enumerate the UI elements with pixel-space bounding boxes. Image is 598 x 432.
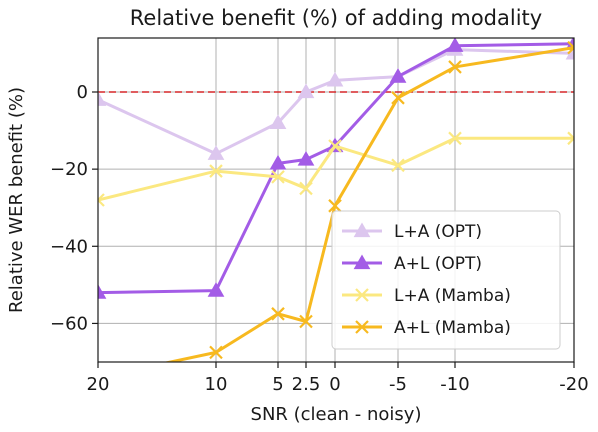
y-ticks: 0 −20 −40 −60 (50, 82, 98, 334)
data-point (271, 170, 285, 184)
x-tick-label: 20 (87, 374, 110, 395)
data-point (326, 71, 344, 87)
data-point (567, 40, 574, 55)
legend-marker (353, 254, 371, 270)
y-tick-label: 0 (77, 82, 88, 103)
data-point (269, 114, 287, 129)
series-line (163, 46, 574, 362)
data-point (391, 158, 405, 173)
data-point (209, 345, 223, 360)
legend-marker (353, 222, 371, 238)
legend-label: L+A (Mamba) (394, 286, 511, 306)
legend-item: A+L (OPT) (342, 254, 482, 274)
series-line (98, 42, 574, 295)
legend: L+A (OPT) A+L (OPT) L+A (Mamba) A+L (Mamba) (331, 210, 561, 350)
legend-marker (355, 320, 369, 334)
data-point (389, 68, 407, 83)
data-point (448, 60, 462, 74)
data-point (391, 91, 405, 105)
data-point (299, 181, 313, 196)
legend-box (331, 210, 561, 350)
data-point (299, 314, 313, 329)
legend-item: A+L (Mamba) (342, 318, 511, 338)
y-tick-label: −20 (50, 159, 88, 180)
data-point (207, 145, 225, 160)
data-point (297, 150, 315, 166)
data-point (209, 164, 223, 178)
y-tick-label: −60 (50, 313, 88, 334)
x-tick-label: -20 (559, 374, 588, 395)
data-point (98, 91, 107, 106)
y-axis-label: Relative WER benefit (%) (6, 87, 27, 313)
y-tick-label: −40 (50, 236, 88, 257)
series-4 (163, 40, 574, 362)
data-point (446, 38, 464, 52)
x-axis-label: SNR (clean - noisy) (251, 404, 422, 425)
x-tick-label: 0 (329, 374, 340, 395)
chart-title: Relative benefit (%) of adding modality (130, 6, 542, 30)
series-line (98, 48, 574, 156)
legend-marker (355, 288, 369, 302)
data-point (297, 83, 315, 99)
data-point (567, 131, 574, 146)
plot-frame (97, 37, 575, 363)
data-point (98, 193, 105, 207)
x-tick-label: 2.5 (292, 374, 321, 395)
data-point (328, 199, 342, 213)
data-point (448, 131, 462, 146)
x-tick-label: -10 (440, 374, 469, 395)
legend-label: A+L (Mamba) (394, 318, 511, 338)
series-3 (98, 131, 574, 207)
data-point (98, 284, 107, 299)
data-point (271, 307, 285, 321)
x-tick-label: -5 (389, 374, 407, 395)
legend-item: L+A (Mamba) (342, 286, 511, 306)
data-point (328, 139, 342, 153)
series-line (98, 136, 574, 202)
legend-label: L+A (OPT) (394, 222, 482, 242)
x-ticks: 20 10 5 2.5 0 -5 -10 -20 (87, 362, 589, 395)
data-point (207, 282, 225, 297)
data-point (269, 154, 287, 170)
x-tick-label: 10 (205, 374, 228, 395)
legend-label: A+L (OPT) (394, 254, 482, 274)
legend-item: L+A (OPT) (342, 222, 482, 242)
series-lines (98, 38, 574, 362)
x-tick-label: 5 (272, 374, 283, 395)
